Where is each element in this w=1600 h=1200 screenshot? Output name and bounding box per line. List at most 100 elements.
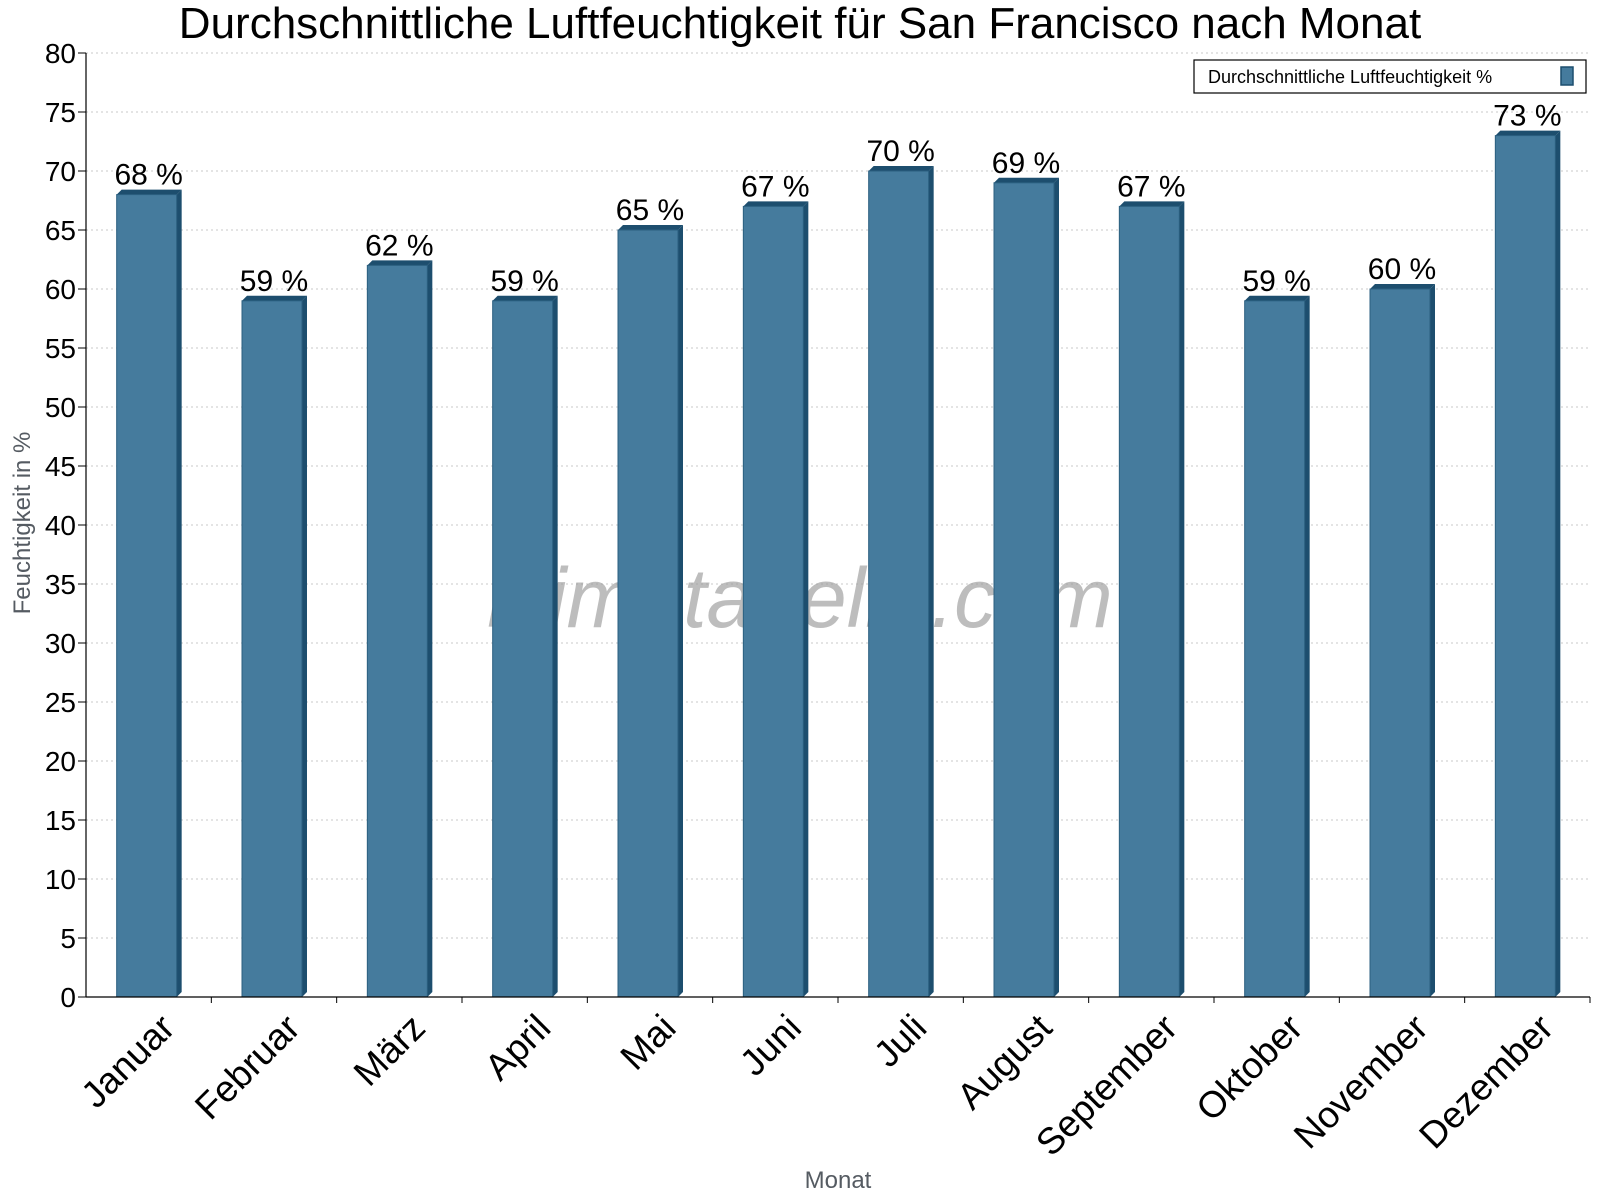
y-tick-label: 60 xyxy=(45,274,76,305)
bar xyxy=(116,189,182,998)
bar-side xyxy=(1179,201,1185,997)
bar-value-label: 73 % xyxy=(1493,100,1561,133)
axes xyxy=(78,52,1591,1003)
legend-swatch xyxy=(1560,66,1574,86)
bar xyxy=(868,166,934,998)
bar-top xyxy=(242,295,307,301)
bar xyxy=(1369,284,1435,998)
x-tick-label: Oktober xyxy=(1188,1007,1310,1129)
y-tick-labels: 0 5 10 15 20 25 30 35 40 45 50 55 60 65 70 75 80 xyxy=(45,38,76,1013)
bar xyxy=(366,260,433,998)
x-axis-label: Monat xyxy=(805,1167,872,1194)
chart-title: Durchschnittliche Luftfeuchtigkeit für S… xyxy=(179,0,1421,48)
bar-value-label: 67 % xyxy=(1117,170,1185,203)
bar-side xyxy=(552,295,558,997)
y-tick-label: 30 xyxy=(45,628,76,659)
bar xyxy=(1118,201,1185,998)
y-tick-label: 40 xyxy=(45,510,76,541)
bar xyxy=(492,295,558,998)
bar-top xyxy=(1370,284,1435,289)
bar xyxy=(742,201,809,998)
bar-side xyxy=(678,225,683,997)
x-tick-label: Februar xyxy=(187,1007,308,1128)
bar-front xyxy=(617,229,679,998)
x-tick-label: Januar xyxy=(73,1007,182,1116)
bar xyxy=(617,225,683,998)
y-tick-label: 70 xyxy=(45,156,76,187)
y-tick-label: 20 xyxy=(45,746,76,777)
bar-value-label: 65 % xyxy=(616,194,684,227)
bar-top xyxy=(994,177,1059,183)
y-tick-label: 0 xyxy=(60,982,76,1013)
legend-box xyxy=(1193,59,1587,94)
y-tick-label: 35 xyxy=(45,569,76,600)
bar xyxy=(1494,130,1561,998)
x-tick-labels: Januar Februar März April Mai Juni Juli AugustS… xyxy=(73,1006,1561,1163)
x-tick-label: November xyxy=(1286,1007,1436,1157)
grid-lines xyxy=(86,52,1590,939)
bar-value-labels: 68 % 59 % 62 % 59 % 65 % 67 % 70 % 69 % 67 % 59 %… xyxy=(114,100,1561,298)
bar-side xyxy=(1304,295,1310,997)
legend-entry-label: Durchschnittliche Luftfeuchtigkeit % xyxy=(1208,67,1492,87)
y-tick-label: 75 xyxy=(45,97,76,128)
y-axis-label: Feuchtigkeit in % xyxy=(9,432,36,615)
bar-side xyxy=(427,260,433,997)
bar-top xyxy=(1244,295,1310,301)
bar xyxy=(1244,295,1310,998)
y-tick-label: 50 xyxy=(45,392,76,423)
y-tick-label: 45 xyxy=(45,451,76,482)
y-tick-label: 5 xyxy=(60,923,76,954)
bar-side xyxy=(302,295,307,997)
bar-value-label: 62 % xyxy=(365,229,433,262)
bar-top xyxy=(743,201,809,207)
x-tick-label: Juli xyxy=(866,1007,934,1075)
y-tick-label: 80 xyxy=(45,38,76,69)
y-tick-label: 10 xyxy=(45,864,76,895)
bar-side xyxy=(176,189,182,998)
bar-value-label: 59 % xyxy=(240,265,308,298)
bar-value-label: 67 % xyxy=(741,170,809,203)
bar-value-label: 59 % xyxy=(1242,265,1310,298)
bar-front xyxy=(1244,300,1306,998)
y-tick-label: 55 xyxy=(45,333,76,364)
bars xyxy=(116,130,1561,998)
bar-value-label: 60 % xyxy=(1368,253,1436,286)
bar-top xyxy=(618,225,683,230)
bar xyxy=(241,295,307,998)
bar-top xyxy=(868,166,934,171)
bar-top xyxy=(1495,130,1561,136)
bar-side xyxy=(1054,177,1059,998)
bar-front xyxy=(116,194,178,998)
x-tick-label: August xyxy=(949,1006,1060,1117)
legend: Durchschnittliche Luftfeuchtigkeit % xyxy=(1193,59,1587,94)
x-tick-label: Mai xyxy=(613,1007,684,1078)
bar-front xyxy=(1369,288,1431,998)
x-tick-label: Juni xyxy=(732,1007,809,1084)
bar-front xyxy=(993,182,1055,998)
bar-front xyxy=(1494,135,1556,998)
bar-top xyxy=(116,189,182,195)
bar-side xyxy=(1555,130,1561,998)
bar-front xyxy=(366,264,428,998)
bar-value-label: 69 % xyxy=(992,147,1060,180)
bar xyxy=(993,177,1059,998)
x-tick-label: Dezember xyxy=(1411,1007,1561,1157)
bar-front xyxy=(742,205,804,998)
bar-front xyxy=(1118,205,1180,998)
x-tick-label: März xyxy=(346,1007,433,1094)
bar-front xyxy=(492,300,554,998)
y-tick-label: 15 xyxy=(45,805,76,836)
y-tick-label: 65 xyxy=(45,215,76,246)
bar-top xyxy=(1119,201,1185,207)
y-tick-label: 25 xyxy=(45,687,76,718)
bar-front xyxy=(241,300,303,998)
bar-side xyxy=(928,166,934,997)
bar-value-label: 68 % xyxy=(114,159,182,192)
x-tick-label: April xyxy=(477,1007,558,1088)
bar-top xyxy=(492,295,558,301)
bar-front xyxy=(868,170,930,998)
bar-top xyxy=(367,260,433,266)
bar-side xyxy=(803,201,809,997)
bar-value-label: 59 % xyxy=(490,265,558,298)
